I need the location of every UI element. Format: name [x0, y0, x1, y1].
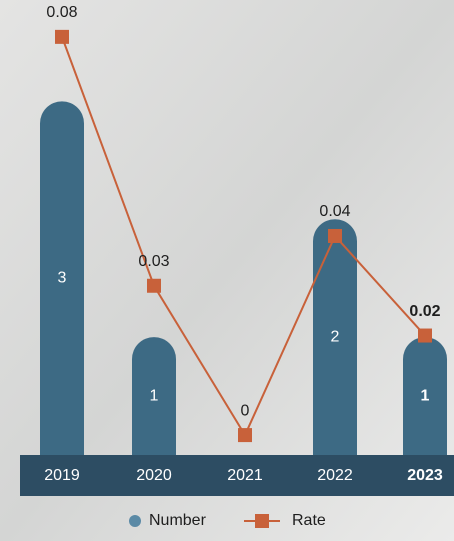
bar — [40, 101, 84, 455]
bar — [313, 219, 357, 455]
x-tick-label: 2019 — [44, 467, 80, 484]
rate-marker — [328, 228, 342, 243]
legend-label: Number — [149, 512, 207, 529]
bar — [132, 337, 176, 455]
bar-value-label: 3 — [58, 269, 67, 286]
legend-label: Rate — [292, 512, 326, 529]
rate-value-label: 0.08 — [46, 4, 77, 21]
x-tick-label: 2020 — [136, 467, 172, 484]
category-band — [20, 455, 454, 496]
bar — [403, 337, 447, 455]
legend-marker — [129, 515, 141, 527]
rate-marker — [147, 278, 161, 293]
rate-marker — [238, 428, 252, 443]
rate-value-label: 0 — [241, 402, 250, 419]
x-tick-label: 2022 — [317, 467, 353, 484]
rate-value-label: 0.03 — [138, 253, 169, 270]
bar-value-label: 1 — [421, 387, 430, 404]
rate-value-label: 0.02 — [409, 303, 440, 320]
x-tick-label: 2021 — [227, 467, 263, 484]
bar-value-label: 2 — [331, 328, 340, 345]
rate-marker — [55, 29, 69, 44]
bar-value-label: 1 — [150, 387, 159, 404]
rate-marker — [418, 328, 432, 343]
rate-value-label: 0.04 — [319, 203, 350, 220]
legend-marker — [255, 514, 269, 528]
x-tick-label: 2023 — [407, 467, 443, 484]
